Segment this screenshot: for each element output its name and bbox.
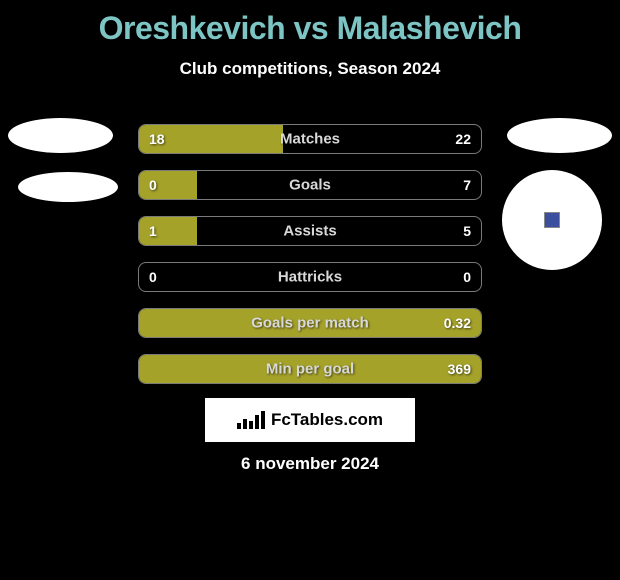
stat-row-min-per-goal: Min per goal 369 [138,354,482,384]
stat-label: Assists [283,223,336,240]
stat-value-right: 22 [455,131,471,147]
stat-row-goals-per-match: Goals per match 0.32 [138,308,482,338]
stat-value-left: 1 [149,223,157,239]
stat-row-matches: 18 Matches 22 [138,124,482,154]
player-left-avatar-top [8,118,113,153]
stat-value-right: 0 [463,269,471,285]
comparison-title: Oreshkevich vs Malashevich [0,0,620,47]
stat-label: Matches [280,131,340,148]
stat-row-assists: 1 Assists 5 [138,216,482,246]
footer-date: 6 november 2024 [241,454,379,474]
image-placeholder-icon [544,212,560,228]
stats-bars: 18 Matches 22 0 Goals 7 1 Assists 5 0 Ha… [138,124,482,400]
player-right-avatar [502,170,602,270]
stat-label: Goals per match [251,315,369,332]
bars-chart-icon [237,411,265,429]
stat-value-left: 0 [149,177,157,193]
player-left-avatar-shadow [18,172,118,202]
stat-value-left: 18 [149,131,165,147]
stat-value-right: 5 [463,223,471,239]
player-right-avatar-top [507,118,612,153]
footer-logo: FcTables.com [205,398,415,442]
bar-fill-left [139,217,197,245]
stat-label: Min per goal [266,361,354,378]
stat-label: Goals [289,177,331,194]
stat-value-right: 0.32 [444,315,471,331]
stat-row-hattricks: 0 Hattricks 0 [138,262,482,292]
stat-value-right: 369 [448,361,471,377]
stat-label: Hattricks [278,269,342,286]
stat-row-goals: 0 Goals 7 [138,170,482,200]
comparison-subtitle: Club competitions, Season 2024 [0,59,620,79]
stat-value-right: 7 [463,177,471,193]
footer-logo-text: FcTables.com [271,410,383,430]
bar-fill-left [139,171,197,199]
stat-value-left: 0 [149,269,157,285]
